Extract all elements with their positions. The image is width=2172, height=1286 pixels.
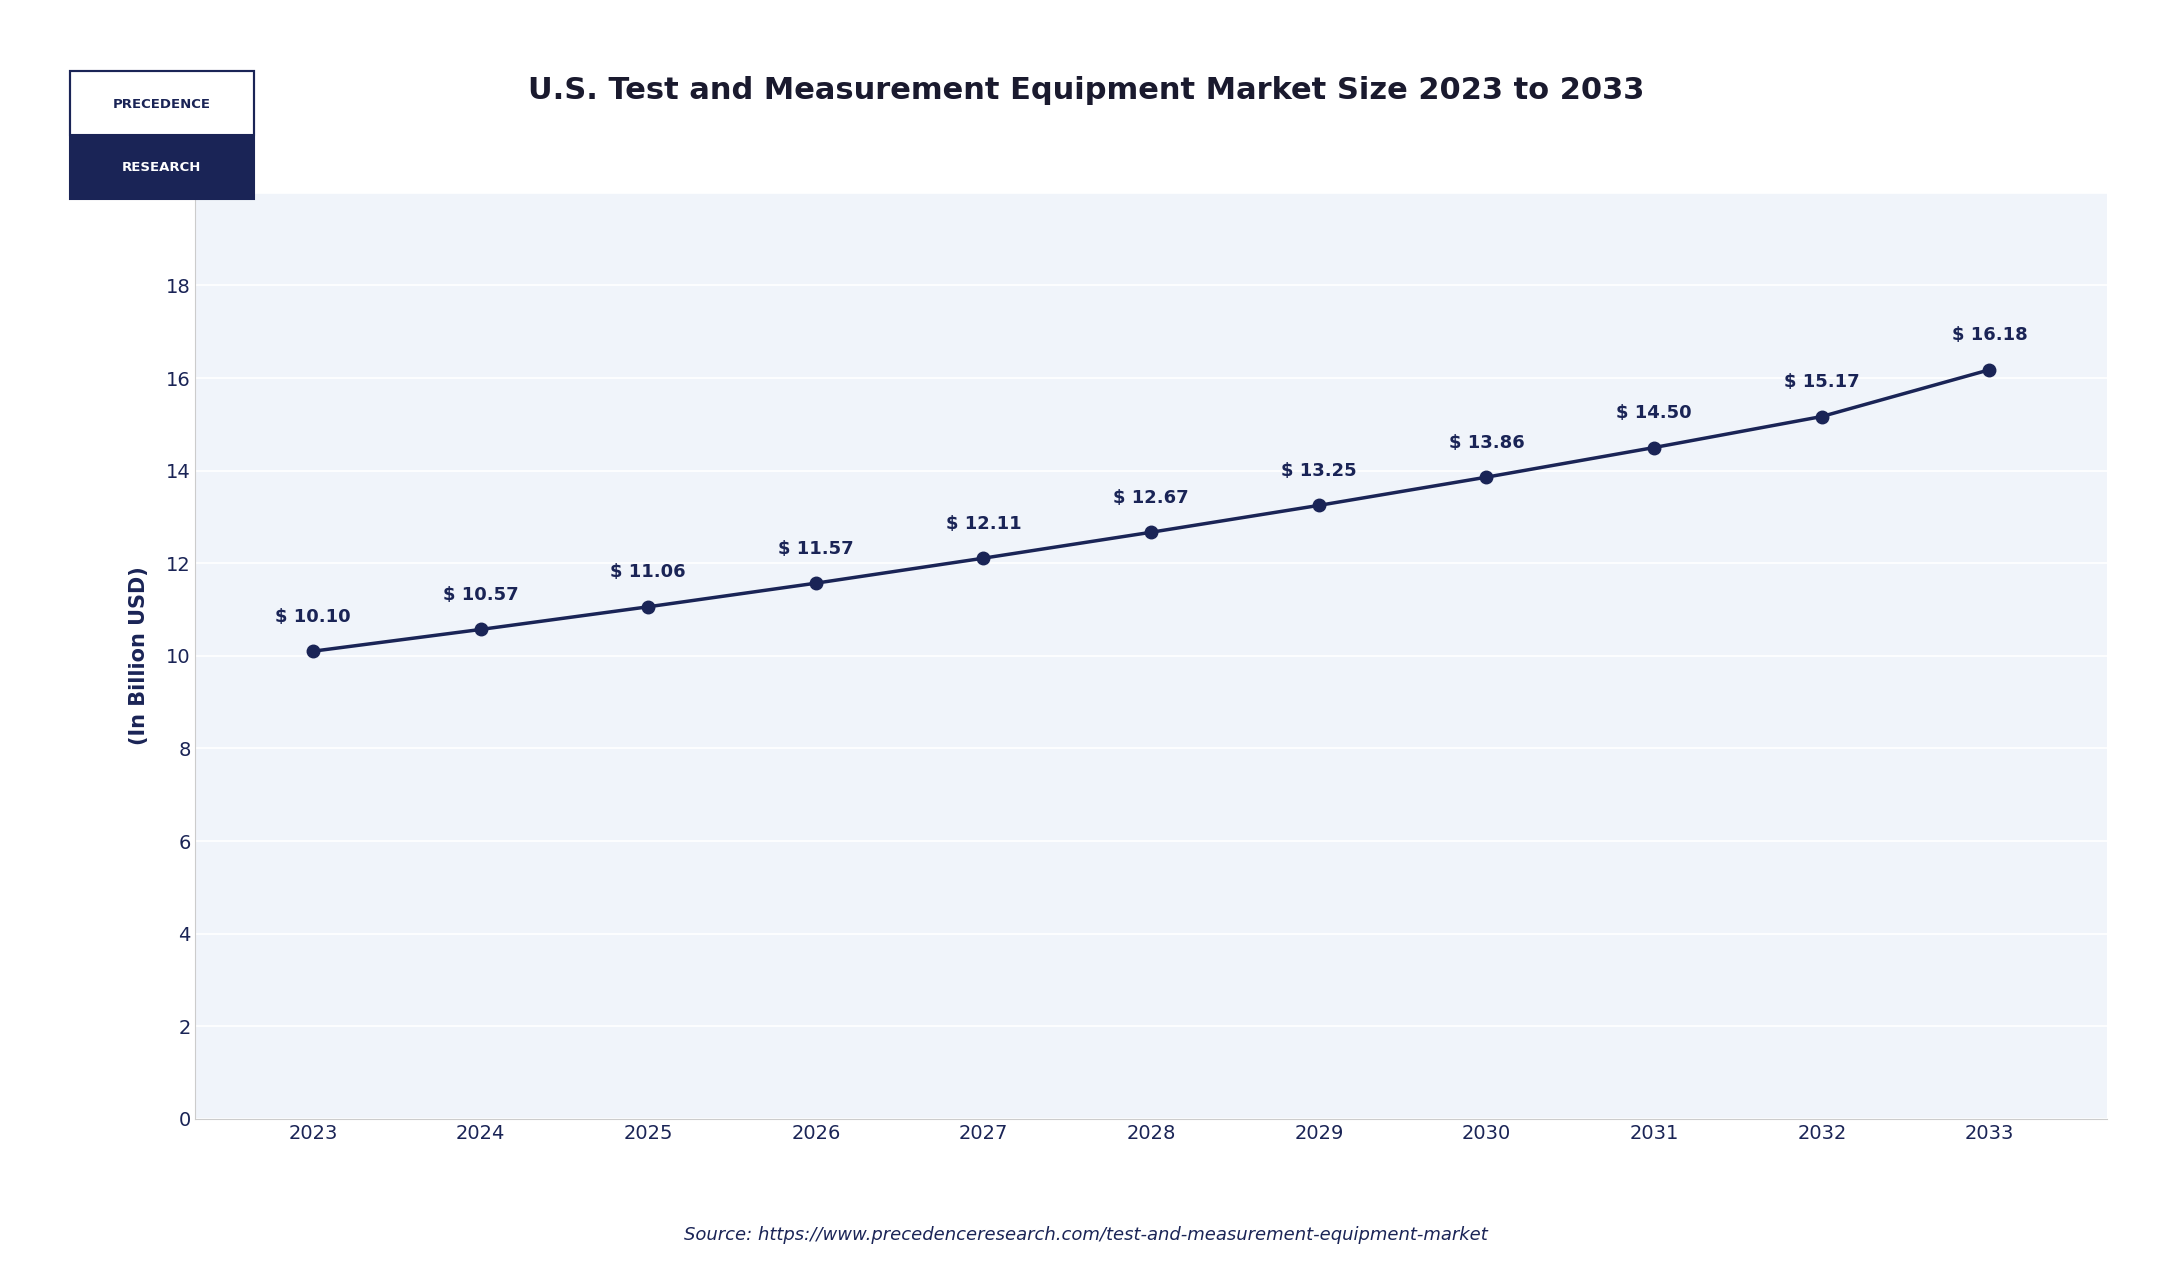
Text: $ 14.50: $ 14.50	[1616, 404, 1692, 422]
Text: $ 11.57: $ 11.57	[778, 540, 854, 558]
Text: Source: https://www.precedenceresearch.com/test-and-measurement-equipment-market: Source: https://www.precedenceresearch.c…	[684, 1226, 1488, 1244]
Text: $ 10.10: $ 10.10	[276, 608, 350, 626]
Text: $ 13.25: $ 13.25	[1281, 462, 1358, 480]
Text: $ 15.17: $ 15.17	[1783, 373, 1859, 391]
Text: $ 12.11: $ 12.11	[945, 514, 1021, 532]
Y-axis label: (In Billion USD): (In Billion USD)	[128, 567, 150, 745]
FancyBboxPatch shape	[70, 71, 254, 135]
Text: $ 13.86: $ 13.86	[1449, 433, 1525, 451]
Text: U.S. Test and Measurement Equipment Market Size 2023 to 2033: U.S. Test and Measurement Equipment Mark…	[528, 76, 1644, 104]
Text: $ 16.18: $ 16.18	[1953, 327, 2026, 345]
Text: PRECEDENCE: PRECEDENCE	[113, 98, 211, 111]
Text: $ 11.06: $ 11.06	[610, 563, 686, 581]
Text: $ 12.67: $ 12.67	[1114, 489, 1188, 507]
Text: RESEARCH: RESEARCH	[122, 161, 202, 174]
FancyBboxPatch shape	[70, 135, 254, 199]
Text: $ 10.57: $ 10.57	[443, 586, 519, 604]
